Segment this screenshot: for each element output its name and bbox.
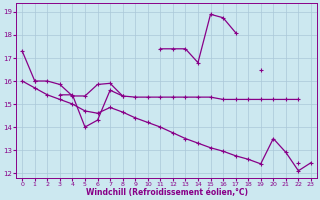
X-axis label: Windchill (Refroidissement éolien,°C): Windchill (Refroidissement éolien,°C) — [85, 188, 248, 197]
